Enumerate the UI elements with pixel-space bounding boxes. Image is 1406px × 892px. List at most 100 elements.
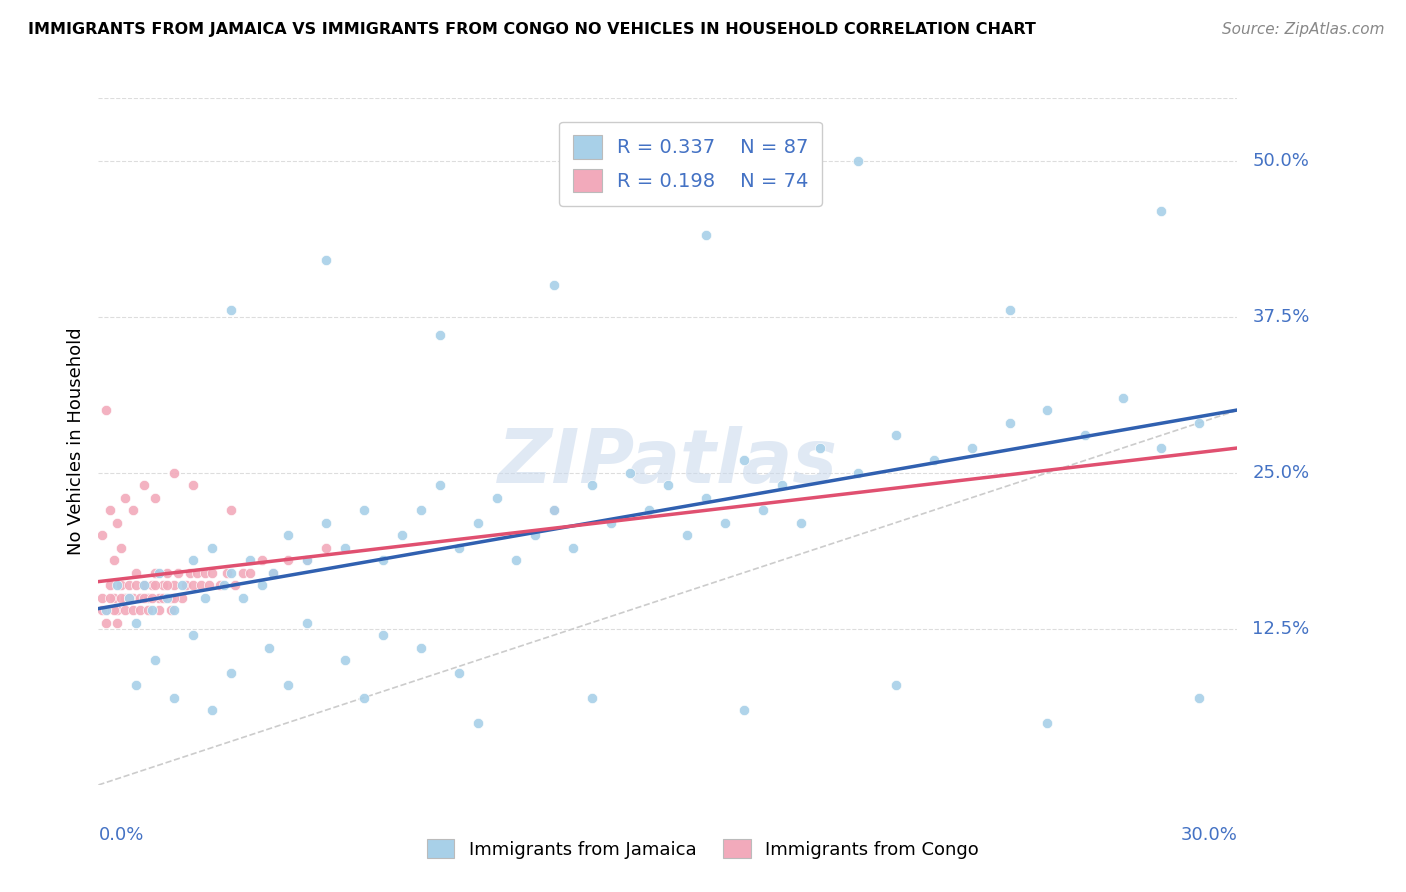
Point [107, 578, 129, 592]
Text: 30.0%: 30.0% [1181, 826, 1237, 844]
Point [163, 578, 186, 592]
Point [411, 640, 433, 655]
Point [208, 578, 231, 592]
Point [221, 566, 243, 580]
Point [259, 640, 281, 655]
Point [129, 603, 152, 617]
Point [846, 466, 869, 480]
Point [145, 578, 167, 592]
Point [98, 578, 121, 592]
Point [733, 703, 755, 717]
Point [132, 591, 155, 605]
Point [94, 615, 117, 630]
Text: 0.0%: 0.0% [98, 826, 143, 844]
Point [250, 578, 273, 592]
Point [91, 603, 114, 617]
Point [114, 491, 136, 505]
Point [136, 603, 159, 617]
Point [110, 591, 132, 605]
Point [1188, 416, 1211, 430]
Point [600, 516, 623, 530]
Point [148, 591, 170, 605]
Point [262, 566, 284, 580]
Point [201, 566, 224, 580]
Point [132, 578, 155, 592]
Point [125, 578, 148, 592]
Point [277, 528, 299, 542]
Point [174, 578, 197, 592]
Point [125, 678, 148, 692]
Point [262, 566, 284, 580]
Y-axis label: No Vehicles in Household: No Vehicles in Household [66, 327, 84, 556]
Point [1112, 391, 1135, 405]
Point [371, 628, 394, 642]
Text: 37.5%: 37.5% [1253, 308, 1310, 326]
Point [129, 591, 152, 605]
Point [201, 541, 224, 555]
Point [808, 441, 831, 455]
Point [212, 578, 235, 592]
Point [922, 453, 945, 467]
Point [98, 591, 121, 605]
Point [543, 503, 565, 517]
Point [186, 566, 208, 580]
Point [94, 603, 117, 617]
Point [190, 578, 212, 592]
Point [524, 528, 547, 542]
Point [695, 228, 717, 243]
Point [125, 615, 148, 630]
Point [486, 491, 509, 505]
Point [411, 503, 433, 517]
Point [1074, 428, 1097, 442]
Point [232, 566, 254, 580]
Point [770, 478, 793, 492]
Point [790, 516, 813, 530]
Point [619, 466, 641, 480]
Point [103, 591, 125, 605]
Point [148, 566, 170, 580]
Point [657, 478, 679, 492]
Point [695, 491, 717, 505]
Point [449, 541, 471, 555]
Point [156, 578, 179, 592]
Point [638, 503, 661, 517]
Point [98, 503, 121, 517]
Point [467, 516, 489, 530]
Point [141, 591, 163, 605]
Point [581, 690, 603, 705]
Point [221, 303, 243, 318]
Point [714, 516, 737, 530]
Point [94, 603, 117, 617]
Point [183, 578, 205, 592]
Point [114, 591, 136, 605]
Point [156, 591, 179, 605]
Text: 12.5%: 12.5% [1253, 620, 1310, 638]
Point [429, 328, 451, 343]
Point [315, 253, 337, 268]
Point [884, 678, 907, 692]
Point [152, 578, 174, 592]
Point [467, 715, 489, 730]
Point [118, 591, 141, 605]
Point [94, 403, 117, 417]
Point [232, 591, 254, 605]
Point [125, 566, 148, 580]
Point [449, 665, 471, 680]
Point [163, 466, 186, 480]
Point [353, 503, 375, 517]
Point [91, 528, 114, 542]
Point [118, 578, 141, 592]
Point [183, 628, 205, 642]
Point [371, 553, 394, 567]
Point [960, 441, 983, 455]
Point [1150, 441, 1173, 455]
Point [183, 553, 205, 567]
Point [335, 653, 357, 667]
Point [132, 578, 155, 592]
Point [145, 653, 167, 667]
Point [315, 541, 337, 555]
Legend: R = 0.337    N = 87, R = 0.198    N = 74: R = 0.337 N = 87, R = 0.198 N = 74 [560, 121, 823, 206]
Point [159, 603, 181, 617]
Point [221, 665, 243, 680]
Point [194, 591, 217, 605]
